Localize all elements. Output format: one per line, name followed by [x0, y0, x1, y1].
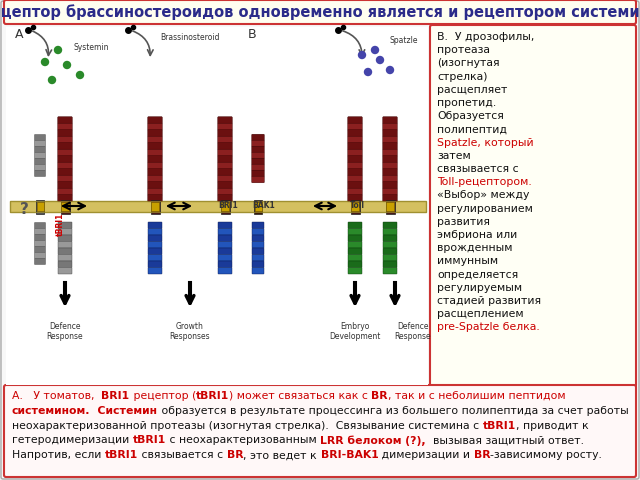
FancyBboxPatch shape: [383, 175, 397, 182]
Circle shape: [63, 61, 70, 69]
FancyBboxPatch shape: [36, 200, 44, 214]
FancyBboxPatch shape: [61, 202, 69, 211]
Circle shape: [42, 59, 49, 65]
Text: BRI-BAK1: BRI-BAK1: [321, 450, 378, 460]
FancyBboxPatch shape: [35, 223, 45, 228]
FancyBboxPatch shape: [4, 0, 636, 24]
FancyBboxPatch shape: [252, 164, 264, 171]
FancyBboxPatch shape: [221, 200, 230, 214]
FancyBboxPatch shape: [218, 267, 232, 274]
FancyBboxPatch shape: [148, 195, 163, 202]
Text: BR: BR: [371, 391, 388, 401]
FancyBboxPatch shape: [218, 175, 232, 182]
Text: Embryo
Development: Embryo Development: [330, 322, 381, 341]
FancyBboxPatch shape: [58, 117, 72, 124]
Text: tBRI1: tBRI1: [196, 391, 229, 401]
FancyBboxPatch shape: [383, 261, 397, 267]
FancyBboxPatch shape: [252, 228, 264, 235]
FancyBboxPatch shape: [348, 241, 362, 248]
FancyBboxPatch shape: [218, 235, 232, 241]
Text: tBRI1: tBRI1: [56, 213, 65, 236]
FancyBboxPatch shape: [383, 136, 397, 144]
FancyBboxPatch shape: [348, 222, 362, 228]
FancyBboxPatch shape: [148, 162, 163, 169]
Circle shape: [376, 57, 383, 63]
FancyBboxPatch shape: [35, 170, 45, 177]
FancyBboxPatch shape: [58, 182, 72, 189]
Text: Напротив, если: Напротив, если: [12, 450, 105, 460]
Text: Spatzle, который: Spatzle, который: [437, 138, 534, 147]
FancyBboxPatch shape: [348, 156, 362, 163]
Text: BR: BR: [227, 450, 243, 460]
Text: образуется в результате процессинга из большего полипептида за счет работы: образуется в результате процессинга из б…: [157, 406, 628, 416]
FancyBboxPatch shape: [148, 261, 162, 267]
FancyBboxPatch shape: [148, 117, 163, 124]
FancyBboxPatch shape: [148, 168, 163, 176]
FancyBboxPatch shape: [218, 254, 232, 261]
FancyBboxPatch shape: [35, 235, 45, 240]
FancyBboxPatch shape: [35, 240, 45, 247]
Text: протеаза: протеаза: [437, 45, 490, 55]
FancyBboxPatch shape: [35, 134, 45, 141]
Text: расщепляет: расщепляет: [437, 85, 508, 95]
FancyBboxPatch shape: [148, 235, 162, 241]
FancyBboxPatch shape: [383, 235, 397, 241]
Text: расщеплением: расщеплением: [437, 309, 524, 319]
Text: А.   У томатов,: А. У томатов,: [12, 391, 102, 401]
FancyBboxPatch shape: [58, 241, 72, 248]
FancyBboxPatch shape: [35, 141, 45, 146]
Text: BRI1: BRI1: [102, 391, 130, 401]
FancyBboxPatch shape: [148, 254, 162, 261]
FancyBboxPatch shape: [252, 261, 264, 267]
FancyBboxPatch shape: [58, 149, 72, 156]
FancyBboxPatch shape: [254, 200, 262, 214]
FancyBboxPatch shape: [383, 222, 397, 228]
Text: Defence
Response: Defence Response: [395, 322, 431, 341]
Text: , так и с неболишим пептидом: , так и с неболишим пептидом: [388, 391, 566, 401]
FancyBboxPatch shape: [252, 254, 264, 261]
FancyBboxPatch shape: [148, 143, 163, 150]
FancyBboxPatch shape: [151, 202, 159, 211]
FancyBboxPatch shape: [383, 143, 397, 150]
FancyBboxPatch shape: [35, 252, 45, 259]
FancyBboxPatch shape: [252, 158, 264, 165]
FancyBboxPatch shape: [348, 123, 362, 130]
FancyBboxPatch shape: [383, 195, 397, 202]
Text: BAK1: BAK1: [252, 201, 275, 210]
FancyBboxPatch shape: [148, 188, 163, 195]
Circle shape: [54, 47, 61, 53]
FancyBboxPatch shape: [58, 130, 72, 137]
FancyBboxPatch shape: [58, 261, 72, 267]
FancyBboxPatch shape: [218, 228, 232, 235]
Text: ) может связаться как с: ) может связаться как с: [229, 391, 371, 401]
FancyBboxPatch shape: [383, 123, 397, 130]
Text: пропетид.: пропетид.: [437, 98, 496, 108]
Text: tBRI1: tBRI1: [483, 420, 516, 431]
Text: «Выбор» между: «Выбор» между: [437, 191, 529, 200]
Text: регулируемым: регулируемым: [437, 283, 522, 293]
Text: неохарактеризованной протеазы (изогнутая стрелка).  Связывание системина с: неохарактеризованной протеазы (изогнутая…: [12, 420, 483, 431]
Text: Toll: Toll: [350, 201, 365, 210]
Text: затем: затем: [437, 151, 471, 161]
Circle shape: [358, 51, 365, 59]
FancyBboxPatch shape: [218, 195, 232, 202]
FancyBboxPatch shape: [218, 248, 232, 254]
FancyBboxPatch shape: [35, 228, 45, 235]
Text: BR: BR: [474, 450, 490, 460]
Text: -зависимому росту.: -зависимому росту.: [490, 450, 602, 460]
FancyBboxPatch shape: [58, 222, 72, 228]
FancyBboxPatch shape: [252, 235, 264, 241]
FancyBboxPatch shape: [35, 146, 45, 153]
Circle shape: [387, 67, 394, 73]
FancyBboxPatch shape: [58, 136, 72, 144]
FancyBboxPatch shape: [218, 188, 232, 195]
FancyBboxPatch shape: [218, 136, 232, 144]
FancyBboxPatch shape: [383, 117, 397, 124]
FancyBboxPatch shape: [148, 267, 162, 274]
Text: Growth
Responses: Growth Responses: [170, 322, 211, 341]
FancyBboxPatch shape: [430, 25, 636, 387]
FancyBboxPatch shape: [10, 201, 426, 212]
FancyBboxPatch shape: [348, 228, 362, 235]
Text: системином.: системином.: [12, 406, 90, 416]
